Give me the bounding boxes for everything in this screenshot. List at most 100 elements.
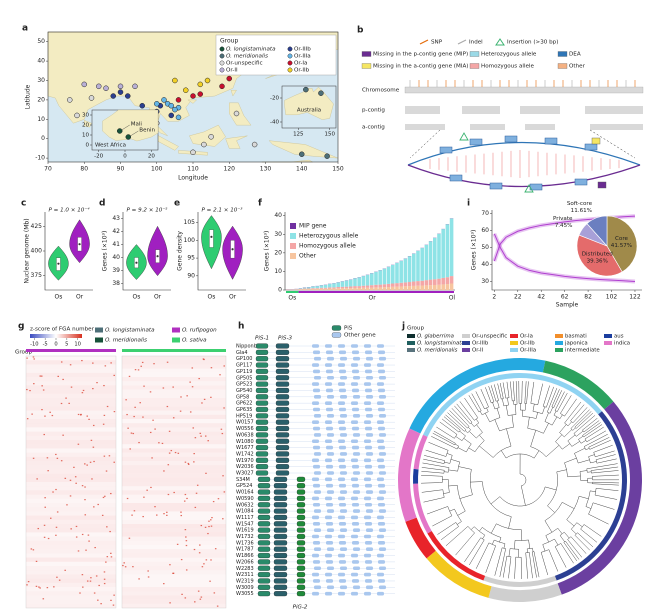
leader-line [130,130,139,137]
bar-segment [374,284,378,288]
heatmap-row [26,465,116,470]
other-gene [325,477,332,482]
tree-branch [557,551,567,568]
tree-branch [576,411,592,426]
inset-y-tick-label: 30 [82,113,89,119]
heatmap-row [122,369,226,373]
heatmap-cell [149,431,152,434]
heatmap-cell [102,496,105,499]
bar-segment [332,288,336,290]
tree-branch [578,459,590,464]
other-gene [378,522,385,526]
heatmap-cell [87,534,90,536]
site-point [117,89,124,95]
heatmap-cell [169,564,171,566]
panel-label: j [401,322,405,332]
other-gene [314,528,321,532]
heatmap-cell [35,560,38,562]
other-gene [340,395,347,399]
tree-branch [578,435,584,440]
heatmap-cell [42,389,45,391]
heatmap-cell [154,506,156,508]
heatmap-row [26,377,116,382]
pis-gene [275,356,290,362]
other-gene [325,515,332,520]
bar-segment [403,282,408,287]
tree-branch [496,408,501,418]
tree-branch [585,532,598,543]
heatmap-cell [147,576,150,578]
other-gene [325,439,332,444]
heatmap-cell [109,530,111,533]
heatmap-row [122,486,226,490]
bar-segment [328,287,332,289]
other-gene [378,483,385,488]
heatmap-cell [194,506,197,509]
x-tick-label: 140 [296,166,308,173]
tree-branch [544,412,549,422]
y-tick-label: 42 [112,228,120,235]
y-tick-label: 30 [37,77,45,84]
heatmap-cell [43,536,46,538]
heatmap-cell [49,517,52,519]
other-gene [365,464,372,469]
heatmap-row [26,431,116,436]
pis-gene [275,438,290,444]
pis-gene [275,419,290,425]
tree-branch [554,546,558,552]
bar-segment [399,260,403,283]
pis-gene [275,406,290,413]
y-axis-label: Gene density [177,231,184,271]
legend-swatch [287,46,293,52]
other-gene [364,344,371,348]
heatmap-cell [69,495,72,497]
bar-segment [374,271,378,285]
bar-segment [403,258,408,283]
tree-branch [475,391,483,406]
tree-branch [441,418,455,429]
other-gene [364,534,371,539]
heatmap-cell [89,580,92,582]
site-point [116,128,123,134]
bar-segment [437,233,441,279]
heatmap-row [26,369,116,373]
pis-gene [257,540,271,546]
heatmap-row [26,537,116,541]
heatmap-row [122,532,226,537]
legend-label: Or-IIIb [472,341,489,347]
bar-segment [449,283,454,290]
bar-segment [441,277,445,285]
other-gene [325,420,332,424]
heatmap-cell [43,524,46,526]
other-gene [378,445,385,450]
tree-branch [590,490,596,492]
other-gene [313,579,320,583]
tree-branch [580,440,586,444]
tree-branch [479,539,485,548]
sample-label: GP119 [236,369,252,375]
heatmap-row [26,381,116,386]
bar-segment [315,288,319,290]
heatmap-block [25,355,117,609]
heatmap-cell [123,562,125,564]
pis-gene [257,502,271,508]
tree-branch [567,421,572,427]
other-gene [378,579,385,583]
panel-label: b [357,26,364,36]
heatmap-cell [80,413,82,416]
other-gene [352,407,359,412]
heatmap-cell [113,594,115,596]
heatmap-cell [26,418,29,420]
colorbar-title: z-score of FGA number [30,327,95,333]
bar-segment [344,288,349,290]
legend-label: O. glaberrima [417,334,454,340]
heatmap-row [26,423,116,428]
heatmap-row [26,599,116,604]
other-gene [327,509,334,513]
tree-branch [562,443,571,450]
heatmap-row [26,595,116,599]
legend-swatch [469,63,480,69]
heatmap-cell [62,434,64,436]
heatmap-row [122,528,226,533]
